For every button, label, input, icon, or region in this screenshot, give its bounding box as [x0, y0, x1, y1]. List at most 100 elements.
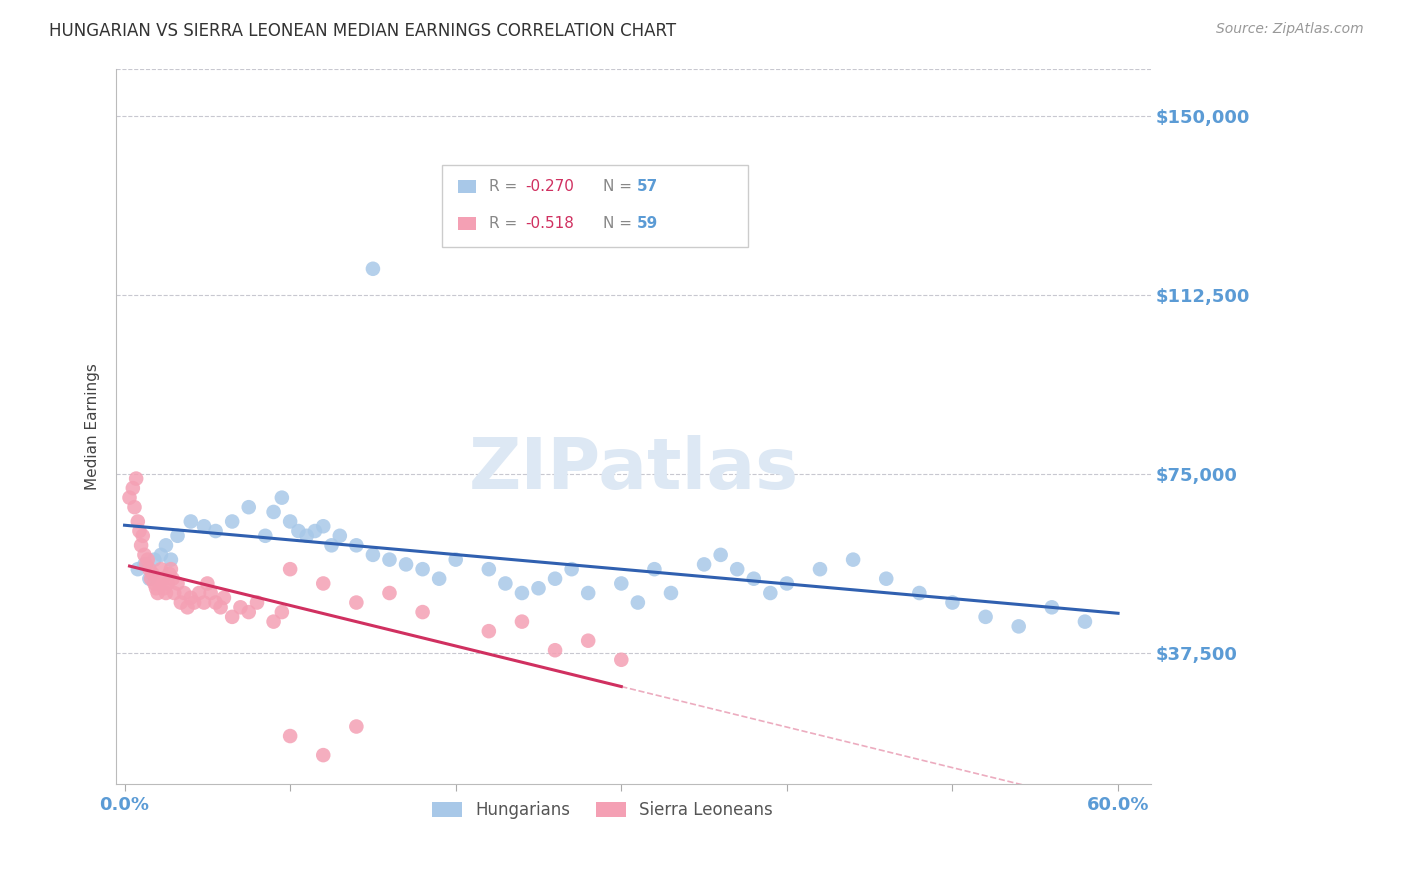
Point [659, 586, 682, 600]
FancyBboxPatch shape [458, 180, 477, 193]
Point [157, 566, 180, 581]
Point [344, 719, 367, 733]
Point [527, 581, 550, 595]
Point [134, 548, 156, 562]
Y-axis label: Median Earnings: Median Earnings [86, 363, 100, 490]
Point [124, 500, 146, 515]
Point [156, 576, 179, 591]
Legend: Hungarians, Sierra Leoneans: Hungarians, Sierra Leoneans [426, 794, 779, 825]
Point [1040, 600, 1063, 615]
Point [725, 562, 748, 576]
Point [304, 524, 326, 538]
Point [908, 586, 931, 600]
Point [125, 472, 148, 486]
Text: N =: N = [603, 216, 637, 231]
Text: 59: 59 [637, 216, 658, 231]
Point [193, 596, 215, 610]
Text: R =: R = [489, 216, 522, 231]
Point [155, 538, 177, 552]
Point [145, 581, 167, 595]
Point [204, 524, 226, 538]
Point [149, 548, 172, 562]
Point [238, 605, 260, 619]
Point [278, 515, 301, 529]
Point [842, 552, 865, 566]
Point [561, 562, 583, 576]
Point [478, 624, 501, 639]
Point [176, 600, 198, 615]
Point [127, 562, 149, 576]
Point [759, 586, 782, 600]
Point [246, 596, 269, 610]
Point [270, 491, 292, 505]
FancyBboxPatch shape [458, 218, 477, 230]
Point [378, 552, 401, 566]
Point [278, 562, 301, 576]
Point [204, 596, 226, 610]
Point [160, 552, 183, 566]
Text: -0.270: -0.270 [524, 179, 574, 194]
Point [149, 562, 172, 576]
Point [155, 586, 177, 600]
Point [152, 572, 174, 586]
Point [627, 596, 650, 610]
Point [153, 581, 176, 595]
Point [118, 491, 141, 505]
Point [221, 610, 243, 624]
Point [263, 615, 285, 629]
Text: R =: R = [489, 179, 522, 194]
Point [162, 572, 184, 586]
Point [776, 576, 799, 591]
Point [160, 562, 183, 576]
Point [808, 562, 831, 576]
Point [263, 505, 285, 519]
Point [183, 596, 205, 610]
Point [142, 566, 165, 581]
Point [710, 548, 733, 562]
Text: HUNGARIAN VS SIERRA LEONEAN MEDIAN EARNINGS CORRELATION CHART: HUNGARIAN VS SIERRA LEONEAN MEDIAN EARNI… [49, 22, 676, 40]
Point [135, 558, 157, 572]
Point [180, 591, 202, 605]
Point [180, 515, 202, 529]
Point [312, 748, 335, 763]
Point [128, 524, 150, 538]
Point [193, 519, 215, 533]
Point [138, 572, 160, 586]
Point [166, 576, 188, 591]
Point [238, 500, 260, 515]
Point [444, 552, 467, 566]
Point [610, 653, 633, 667]
Point [254, 529, 277, 543]
Point [127, 515, 149, 529]
Text: 57: 57 [637, 179, 658, 194]
Text: Source: ZipAtlas.com: Source: ZipAtlas.com [1216, 22, 1364, 37]
Point [146, 586, 169, 600]
Point [361, 261, 384, 276]
Point [361, 548, 384, 562]
Point [212, 591, 235, 605]
Point [287, 524, 309, 538]
Point [576, 586, 599, 600]
Point [295, 529, 318, 543]
Point [576, 633, 599, 648]
Point [974, 610, 997, 624]
Point [875, 572, 897, 586]
Point [412, 562, 434, 576]
Text: N =: N = [603, 179, 637, 194]
Text: -0.518: -0.518 [524, 216, 574, 231]
Point [229, 600, 252, 615]
Point [134, 558, 156, 572]
Text: ZIPatlas: ZIPatlas [468, 434, 799, 504]
Point [188, 586, 211, 600]
Point [143, 552, 166, 566]
Point [478, 562, 501, 576]
Point [610, 576, 633, 591]
Point [209, 600, 232, 615]
Point [544, 572, 567, 586]
Point [510, 586, 533, 600]
Point [344, 538, 367, 552]
Point [278, 729, 301, 743]
Point [412, 605, 434, 619]
Point [139, 572, 162, 586]
Point [312, 576, 335, 591]
